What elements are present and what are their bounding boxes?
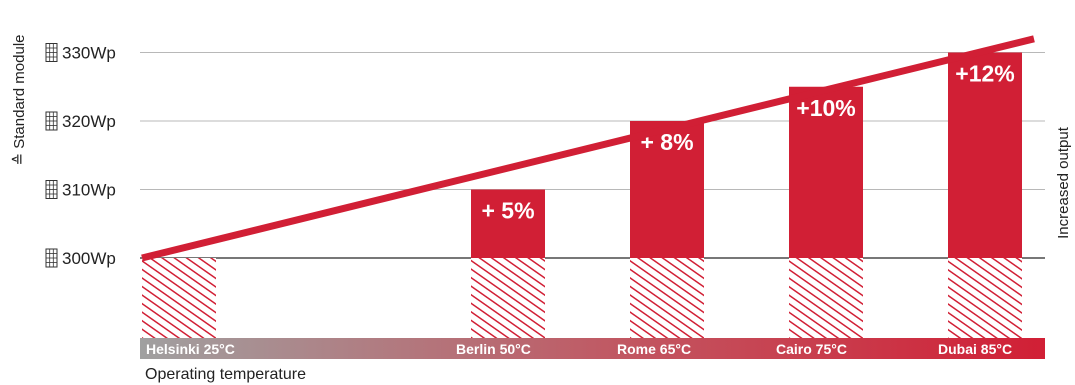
hatched-block (471, 258, 545, 338)
solar-module-icon (45, 180, 58, 199)
bar (789, 86, 863, 258)
category-label: Cairo 75°C (776, 341, 847, 357)
y-ticks: 300Wp 310Wp 320Wp 330Wp (45, 43, 116, 268)
category-label: Rome 65°C (617, 341, 691, 357)
solar-module-icon (45, 43, 58, 62)
category-label: Berlin 50°C (456, 341, 531, 357)
category-labels: Helsinki 25°C Berlin 50°C Rome 65°C Cairo 7… (146, 341, 1012, 357)
trend-line (141, 35, 1035, 262)
temperature-gradient-band (140, 338, 1045, 359)
bar (630, 121, 704, 258)
bar (471, 189, 545, 258)
bar (948, 52, 1022, 258)
category-label: Helsinki 25°C (146, 341, 235, 357)
hatched-block (142, 258, 216, 338)
trend-line-path (141, 35, 1035, 262)
hatched-block (948, 258, 1022, 338)
y-tick-label: 310Wp (62, 181, 116, 200)
bar-value-label: + 5% (481, 198, 534, 224)
bar-value-label: +12% (955, 61, 1014, 87)
y-tick-label: 320Wp (62, 112, 116, 131)
solar-module-icon (45, 248, 58, 268)
y-tick-label: 330Wp (62, 44, 116, 63)
bar-value-label: +10% (796, 95, 855, 121)
y-axis-title: ≙ Standard module (11, 35, 28, 166)
x-axis-title: Operating temperature (145, 366, 306, 383)
category-label: Dubai 85°C (938, 341, 1012, 357)
hatched-block (630, 258, 704, 338)
hatched-baseline-areas (142, 258, 1022, 338)
bars: + 5%+ 8%+10%+12% (471, 52, 1022, 258)
y-tick-label: 300Wp (62, 249, 116, 268)
hatched-block (789, 258, 863, 338)
right-axis-title: Increased output (1055, 126, 1072, 239)
gridlines (140, 52, 1045, 259)
solar-module-icon (45, 111, 58, 131)
